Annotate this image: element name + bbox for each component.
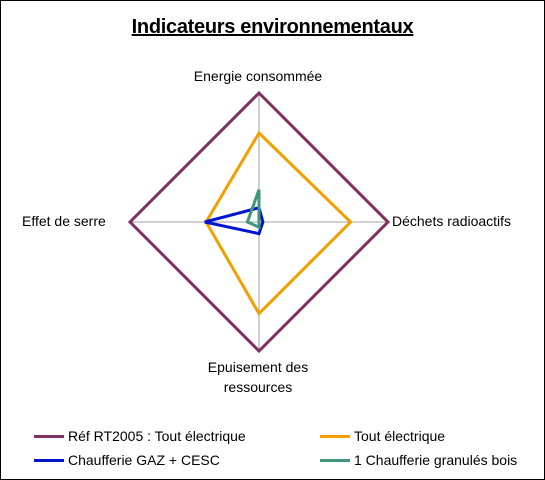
axis-label-epuisement-line2: ressources — [223, 379, 293, 395]
legend-label-tout-electrique: Tout électrique — [354, 428, 446, 444]
legend-swatch-tout-electrique — [320, 434, 350, 438]
series-line-3 — [245, 189, 261, 230]
legend-item-tout-electrique: Tout électrique — [320, 428, 445, 444]
axis-label-epuisement-line1: Epuisement des — [207, 359, 309, 375]
series-line-2 — [204, 205, 265, 236]
axis-label-epuisement: Epuisement des ressources — [200, 357, 316, 397]
series-line-1 — [204, 130, 353, 317]
legend-label-chaufferie-gaz: Chaufferie GAZ + CESC — [68, 452, 220, 468]
legend-item-chaufferie-bois: 1 Chaufferie granulés bois — [320, 452, 517, 468]
legend-label-ref-rt2005: Réf RT2005 : Tout électrique — [68, 428, 246, 444]
legend-item-chaufferie-gaz: Chaufferie GAZ + CESC — [34, 452, 220, 468]
axis-label-energie: Energie consommée — [193, 68, 323, 84]
legend-item-ref-rt2005: Réf RT2005 : Tout électrique — [34, 428, 246, 444]
legend-swatch-chaufferie-bois — [320, 458, 350, 462]
radar-series — [127, 90, 391, 354]
axis-label-effet-serre: Effet de serre — [22, 213, 106, 229]
series-line-0 — [127, 90, 391, 354]
chart-title: Indicateurs environnementaux — [131, 16, 414, 38]
axis-label-dechets: Déchets radioactifs — [392, 213, 512, 229]
legend-swatch-chaufferie-gaz — [34, 458, 64, 462]
legend-label-chaufferie-bois: 1 Chaufferie granulés bois — [354, 452, 518, 468]
legend-swatch-ref-rt2005 — [34, 434, 64, 438]
